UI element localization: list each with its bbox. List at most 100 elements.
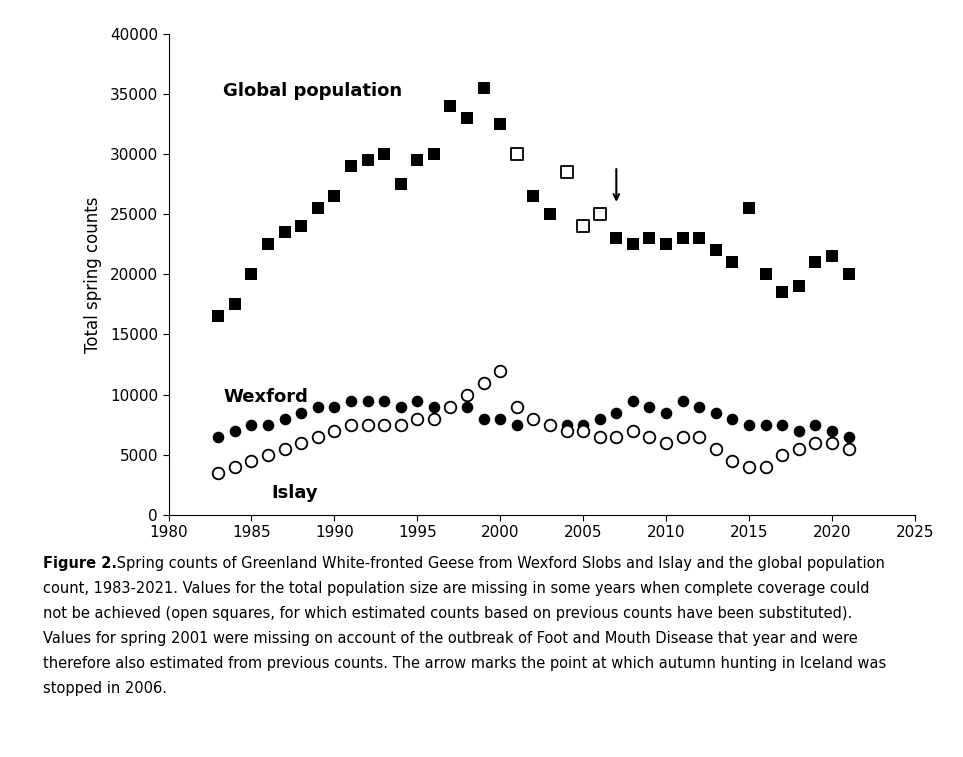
Point (774, 419, 790, 431)
Point (641, 232, 657, 245)
Point (343, 394, 358, 407)
Text: Wexford: Wexford (223, 388, 308, 406)
Point (592, 431, 608, 443)
Point (691, 431, 707, 443)
Point (476, 413, 491, 425)
Point (492, 118, 508, 130)
Point (758, 268, 773, 280)
Point (459, 112, 475, 124)
Point (409, 413, 425, 425)
Point (576, 220, 591, 232)
Point (459, 400, 475, 413)
Point (476, 82, 491, 94)
Text: not be achieved (open squares, for which estimated counts based on previous coun: not be achieved (open squares, for which… (43, 606, 852, 621)
Point (509, 148, 525, 160)
Point (244, 268, 259, 280)
Point (509, 419, 525, 431)
Point (244, 455, 259, 467)
Point (294, 437, 309, 449)
Point (609, 232, 624, 245)
Point (609, 407, 624, 419)
Point (791, 425, 806, 437)
Point (824, 437, 840, 449)
Text: Spring counts of Greenland White-fronted Geese from Wexford Slobs and Islay and : Spring counts of Greenland White-fronted… (112, 556, 885, 572)
Point (791, 280, 806, 292)
Point (377, 419, 392, 431)
Point (841, 443, 856, 455)
Point (675, 232, 690, 245)
Point (542, 419, 558, 431)
Point (211, 466, 226, 478)
Point (360, 419, 376, 431)
Point (476, 376, 491, 388)
Point (244, 419, 259, 431)
Point (492, 364, 508, 376)
Point (427, 413, 442, 425)
Point (227, 298, 243, 310)
Point (841, 268, 856, 280)
Point (542, 208, 558, 220)
Point (294, 220, 309, 232)
Point (492, 413, 508, 425)
Point (310, 202, 325, 214)
Point (559, 419, 574, 431)
Point (393, 419, 408, 431)
Point (708, 245, 723, 257)
Point (641, 431, 657, 443)
Point (277, 226, 293, 238)
Point (659, 238, 674, 251)
Point (559, 167, 574, 179)
Point (277, 413, 293, 425)
Point (625, 394, 640, 407)
Point (427, 148, 442, 160)
Point (526, 413, 541, 425)
Text: Figure 2.: Figure 2. (43, 556, 117, 572)
Point (659, 437, 674, 449)
Point (725, 413, 741, 425)
Point (393, 178, 408, 190)
Point (675, 394, 690, 407)
Point (625, 238, 640, 251)
Point (260, 238, 275, 251)
Point (675, 431, 690, 443)
Point (708, 443, 723, 455)
Point (742, 419, 757, 431)
Y-axis label: Total spring counts: Total spring counts (84, 196, 101, 353)
Point (742, 202, 757, 214)
Point (294, 407, 309, 419)
Point (691, 232, 707, 245)
Point (774, 449, 790, 461)
Point (260, 419, 275, 431)
Point (277, 443, 293, 455)
Point (227, 425, 243, 437)
Point (576, 425, 591, 437)
Point (526, 190, 541, 202)
Point (377, 148, 392, 160)
Point (443, 100, 458, 112)
Point (360, 394, 376, 407)
Point (542, 419, 558, 431)
Point (592, 208, 608, 220)
Point (310, 431, 325, 443)
Point (326, 425, 342, 437)
Point (774, 286, 790, 298)
Point (409, 154, 425, 167)
Point (459, 388, 475, 400)
Point (343, 160, 358, 173)
Point (393, 400, 408, 413)
Point (211, 431, 226, 443)
Point (742, 460, 757, 472)
Point (725, 257, 741, 269)
Text: therefore also estimated from previous counts. The arrow marks the point at whic: therefore also estimated from previous c… (43, 656, 887, 671)
Point (443, 400, 458, 413)
Point (808, 437, 823, 449)
Point (708, 407, 723, 419)
Point (824, 425, 840, 437)
Point (526, 413, 541, 425)
Point (360, 154, 376, 167)
Point (808, 257, 823, 269)
Text: count, 1983-2021. Values for the total population size are missing in some years: count, 1983-2021. Values for the total p… (43, 581, 870, 597)
Point (326, 400, 342, 413)
Point (509, 400, 525, 413)
Point (725, 455, 741, 467)
